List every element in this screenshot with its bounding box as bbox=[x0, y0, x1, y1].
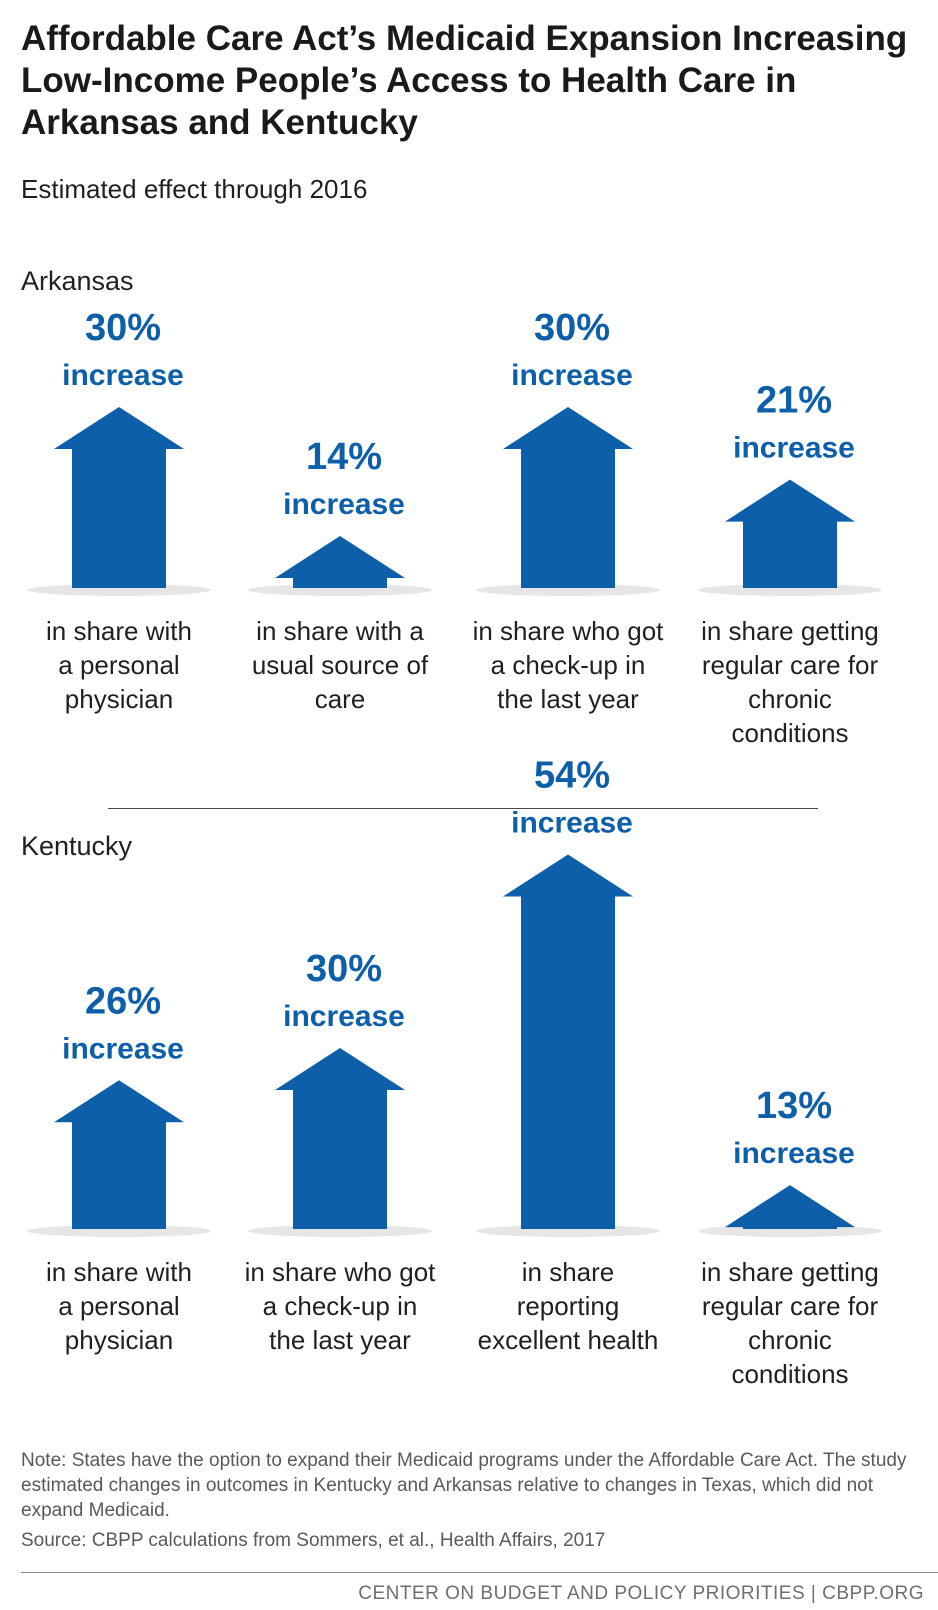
arrow-kentucky-3 bbox=[503, 854, 633, 1229]
state-label-kentucky: Kentucky bbox=[21, 831, 133, 861]
category-label-arkansas-1: physician bbox=[65, 684, 173, 714]
value-label-kentucky-2: 30% bbox=[306, 948, 382, 990]
category-label-arkansas-4: chronic bbox=[748, 684, 832, 714]
value-label-kentucky-4: 13% bbox=[756, 1085, 832, 1127]
footer-credit: CENTER ON BUDGET AND POLICY PRIORITIES |… bbox=[358, 1583, 924, 1604]
category-label-arkansas-4: regular care for bbox=[702, 650, 879, 680]
value-label-arkansas-1: 30% bbox=[85, 307, 161, 349]
value-suffix-arkansas-4: increase bbox=[733, 432, 855, 465]
category-label-arkansas-4: in share getting bbox=[701, 616, 879, 646]
value-suffix-kentucky-1: increase bbox=[62, 1032, 184, 1065]
arrow-arkansas-4 bbox=[725, 479, 855, 588]
chart-subtitle: Estimated effect through 2016 bbox=[21, 174, 368, 204]
arrow-arkansas-1 bbox=[54, 407, 184, 588]
category-label-kentucky-2: a check-up in bbox=[263, 1291, 418, 1321]
value-suffix-arkansas-3: increase bbox=[511, 359, 633, 392]
state-label-arkansas: Arkansas bbox=[21, 266, 134, 296]
arrow-arkansas-2 bbox=[275, 536, 405, 588]
value-suffix-arkansas-2: increase bbox=[283, 488, 405, 521]
value-label-kentucky-3: 54% bbox=[534, 755, 610, 797]
category-label-kentucky-1: in share with bbox=[46, 1257, 192, 1287]
category-label-arkansas-3: a check-up in bbox=[491, 650, 646, 680]
footer-rule bbox=[21, 1572, 938, 1573]
category-label-kentucky-4: in share getting bbox=[701, 1257, 879, 1287]
category-label-kentucky-4: conditions bbox=[731, 1359, 848, 1389]
category-label-arkansas-2: usual source of bbox=[252, 650, 429, 680]
category-label-kentucky-3: in share bbox=[522, 1257, 615, 1287]
category-label-arkansas-1: a personal bbox=[58, 650, 179, 680]
value-label-kentucky-1: 26% bbox=[85, 980, 161, 1022]
category-label-kentucky-2: the last year bbox=[269, 1325, 411, 1355]
category-label-kentucky-2: in share who got bbox=[245, 1257, 437, 1287]
arrow-arkansas-3 bbox=[503, 407, 633, 588]
section-divider bbox=[108, 808, 818, 809]
category-label-arkansas-4: conditions bbox=[731, 718, 848, 748]
chart-note: Note: States have the option to expand t… bbox=[21, 1450, 907, 1521]
category-label-arkansas-3: in share who got bbox=[473, 616, 665, 646]
value-suffix-arkansas-1: increase bbox=[62, 359, 184, 392]
category-label-kentucky-3: excellent health bbox=[478, 1325, 659, 1355]
category-label-kentucky-1: physician bbox=[65, 1325, 173, 1355]
category-label-arkansas-2: care bbox=[315, 684, 366, 714]
category-label-kentucky-3: reporting bbox=[517, 1291, 620, 1321]
category-label-arkansas-3: the last year bbox=[497, 684, 639, 714]
value-suffix-kentucky-3: increase bbox=[511, 807, 633, 840]
category-label-kentucky-1: a personal bbox=[58, 1291, 179, 1321]
arrow-kentucky-2 bbox=[275, 1048, 405, 1229]
value-suffix-kentucky-4: increase bbox=[733, 1137, 855, 1170]
arrow-kentucky-4 bbox=[725, 1185, 855, 1229]
arrow-chart: 30% increase in share with a personal physic… bbox=[27, 307, 882, 1389]
chart-title: Affordable Care Act’s Medicaid Expansion… bbox=[21, 19, 908, 142]
value-label-arkansas-2: 14% bbox=[306, 436, 382, 478]
category-label-arkansas-1: in share with bbox=[46, 616, 192, 646]
value-label-arkansas-3: 30% bbox=[534, 307, 610, 349]
value-suffix-kentucky-2: increase bbox=[283, 1000, 405, 1033]
category-label-arkansas-2: in share with a bbox=[256, 616, 424, 646]
chart-source: Source: CBPP calculations from Sommers, … bbox=[21, 1530, 606, 1551]
category-label-kentucky-4: chronic bbox=[748, 1325, 832, 1355]
value-label-arkansas-4: 21% bbox=[756, 380, 832, 422]
arrow-kentucky-1 bbox=[54, 1080, 184, 1229]
category-label-kentucky-4: regular care for bbox=[702, 1291, 879, 1321]
